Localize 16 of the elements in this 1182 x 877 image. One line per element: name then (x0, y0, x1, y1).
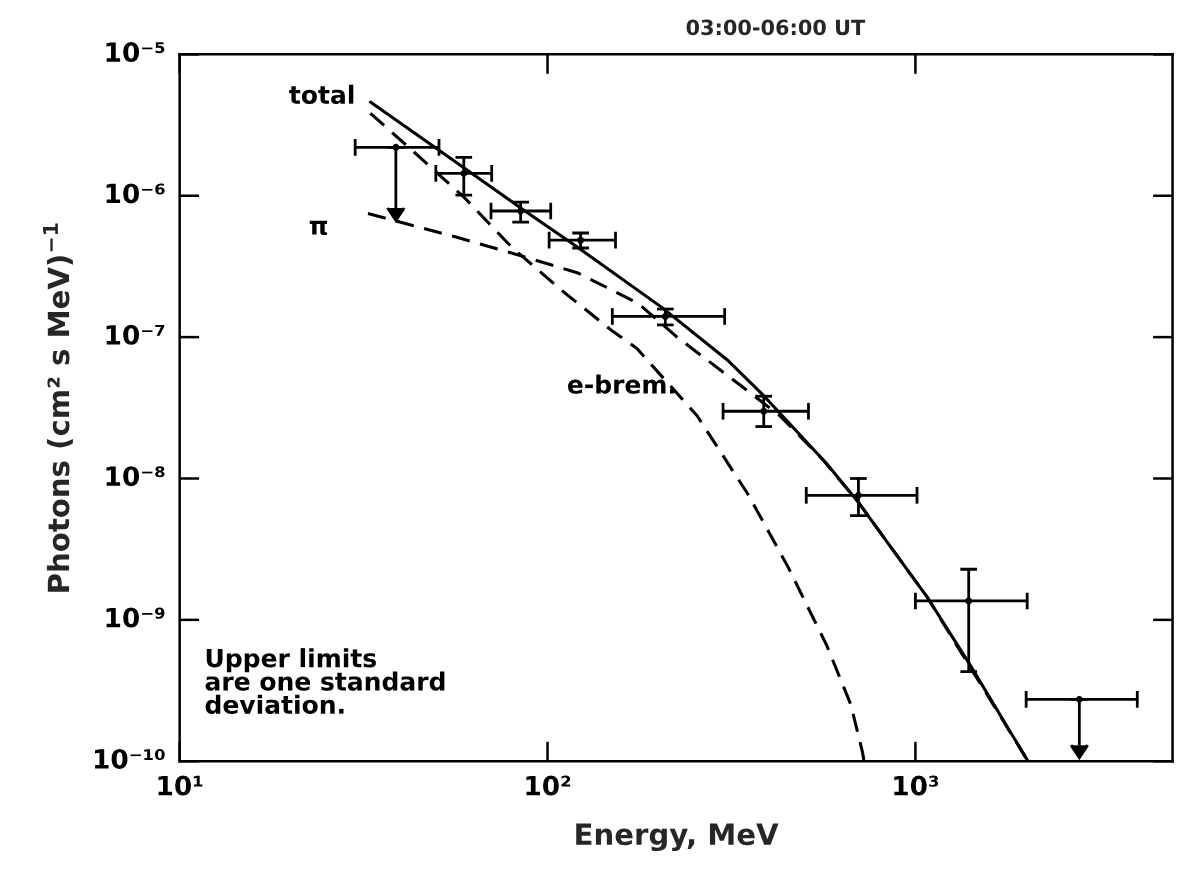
y-tick-label: 10⁻¹⁰ (94, 748, 165, 769)
annotation: π (309, 220, 328, 235)
y-tick-label: 10⁻⁸ (106, 466, 165, 487)
annotation: total (289, 84, 354, 105)
x-tick-label: 10² (526, 775, 571, 796)
y-tick-label: 10⁻⁹ (106, 607, 165, 628)
x-tick-label: 10¹ (158, 775, 203, 796)
y-axis-title: Photons (cm² s MeV)$^{−1}$ (43, 223, 73, 592)
x-tick-label: 10³ (894, 775, 939, 796)
y-tick-label: 10⁻⁶ (106, 183, 165, 204)
y-tick-label: 10⁻⁷ (106, 324, 165, 345)
annotation: e-brem. (567, 374, 675, 394)
chart-title: 03:00-06:00 UT (686, 19, 866, 36)
annotation: Upper limits are one standard deviation. (205, 648, 445, 714)
x-axis-title: Energy, MeV (576, 823, 779, 852)
y-tick-label: 10⁻⁵ (106, 42, 165, 63)
